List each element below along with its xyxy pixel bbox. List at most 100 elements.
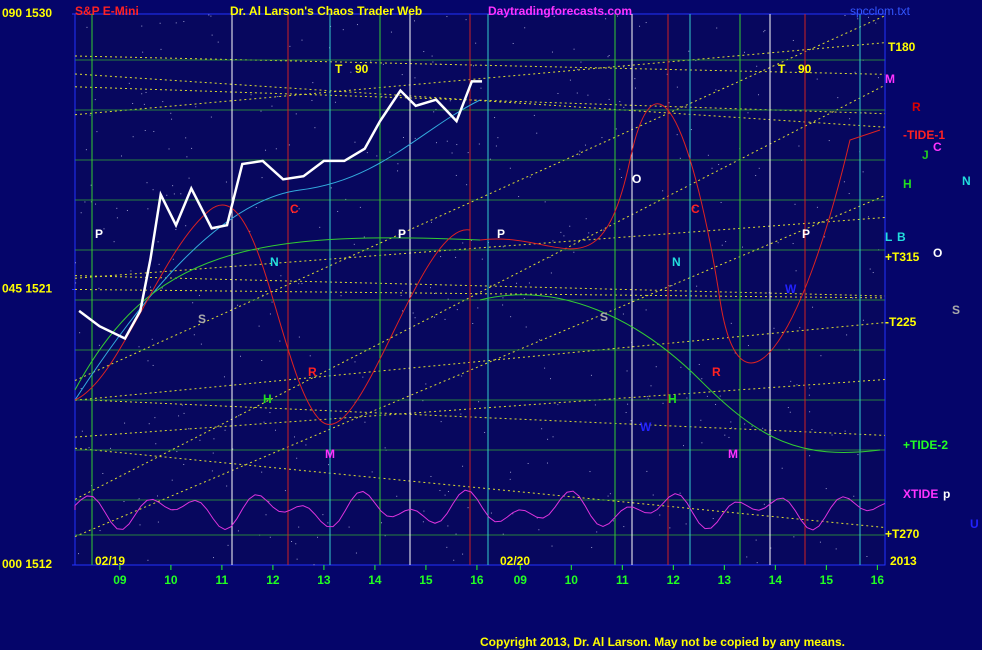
star [639, 25, 641, 27]
star [679, 492, 681, 494]
star [90, 485, 92, 487]
star [497, 137, 499, 139]
star [449, 100, 451, 102]
star [758, 94, 760, 96]
star [837, 97, 839, 99]
star [213, 438, 215, 440]
star [853, 495, 855, 497]
star [529, 176, 531, 178]
planet-line [74, 15, 886, 381]
star [712, 518, 714, 520]
y-tick-label: 090 1530 [2, 6, 52, 20]
star [143, 103, 145, 105]
star [316, 536, 318, 538]
right-label: +TIDE-2 [903, 438, 948, 452]
star [238, 415, 240, 417]
star [835, 548, 837, 550]
star [89, 114, 91, 116]
star [440, 421, 442, 423]
star [518, 196, 520, 198]
star [544, 201, 546, 203]
star [435, 142, 437, 144]
star [295, 543, 297, 545]
star [414, 77, 416, 79]
star [608, 54, 610, 56]
star [696, 285, 698, 287]
star [431, 55, 433, 57]
annotation: S [600, 310, 608, 324]
star [453, 559, 455, 561]
star [258, 325, 260, 327]
star [467, 507, 469, 509]
star [183, 412, 185, 414]
star [456, 144, 458, 146]
star [809, 387, 811, 389]
star [729, 455, 731, 457]
star [397, 163, 399, 165]
star [539, 339, 541, 341]
star [363, 236, 365, 238]
right-label: L [885, 230, 892, 244]
star [615, 128, 617, 130]
star [627, 403, 629, 405]
star [451, 152, 453, 154]
star [528, 282, 530, 284]
star [414, 317, 416, 319]
star [731, 427, 733, 429]
star [145, 91, 147, 93]
star [755, 539, 757, 541]
right-label: H [903, 177, 912, 191]
star [676, 134, 678, 136]
right-label: B [897, 230, 906, 244]
right-label: +T270 [885, 527, 920, 541]
star [467, 152, 469, 154]
star [433, 111, 435, 113]
star [132, 136, 134, 138]
star [510, 471, 512, 473]
star [98, 287, 100, 289]
star [472, 322, 474, 324]
star [185, 137, 187, 139]
star [455, 256, 457, 258]
star [400, 294, 402, 296]
star [617, 15, 619, 17]
star [563, 235, 565, 237]
star [715, 89, 717, 91]
right-label: O [933, 246, 942, 260]
star [764, 29, 766, 31]
star [342, 29, 344, 31]
y-tick-label: 045 1521 [2, 282, 52, 296]
annotation: 90 [798, 62, 812, 76]
x-tick-label: 16 [871, 573, 885, 587]
tide-curve [74, 103, 881, 425]
star [788, 348, 790, 350]
y-tick-label: 000 1512 [2, 557, 52, 571]
star [80, 387, 82, 389]
star [587, 94, 589, 96]
star [444, 318, 446, 320]
star [279, 340, 281, 342]
star [623, 106, 625, 108]
star [547, 438, 549, 440]
star [390, 31, 392, 33]
star [601, 137, 603, 139]
star [455, 533, 457, 535]
star [292, 212, 294, 214]
annotation: P [398, 227, 406, 241]
star [322, 514, 324, 516]
star [178, 415, 180, 417]
star [113, 241, 115, 243]
star [669, 527, 671, 529]
star [147, 559, 149, 561]
star [401, 290, 403, 292]
planet-line [74, 195, 886, 538]
annotation: N [672, 255, 681, 269]
star [250, 94, 252, 96]
star [502, 533, 504, 535]
star [397, 170, 399, 172]
star [552, 436, 554, 438]
star [685, 523, 687, 525]
star [261, 471, 263, 473]
star [277, 96, 279, 98]
